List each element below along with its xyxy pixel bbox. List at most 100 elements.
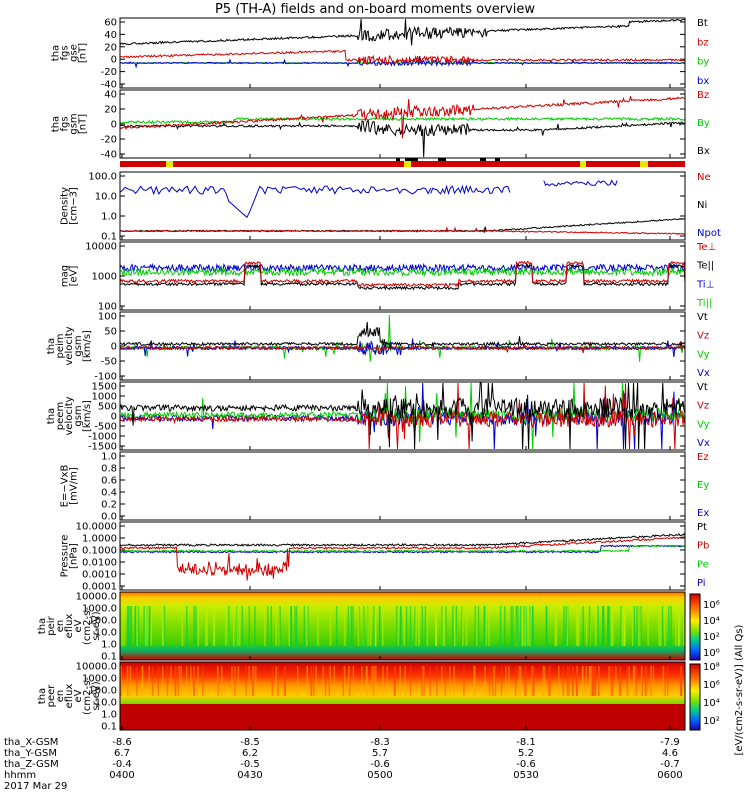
- ytick-label: -20: [101, 67, 117, 78]
- electron-spectrogram-streak: [361, 666, 363, 696]
- ion-spectrogram-streak: [524, 606, 527, 646]
- ion-spectrogram-streak: [566, 606, 569, 646]
- electron-spectrogram-streak: [618, 666, 621, 696]
- series-npot: [119, 185, 432, 219]
- ion-spectrogram-streak: [396, 606, 398, 646]
- ion-spectrogram-streak: [415, 606, 417, 646]
- ion-spectrogram-streak: [306, 606, 308, 646]
- ylabel-text: en: [55, 620, 66, 633]
- xtick-z-gsm: -0.7: [660, 759, 680, 770]
- ion-spectrogram-streak: [575, 606, 578, 646]
- legend-vt: Vt: [697, 312, 708, 323]
- xtick-y-gsm: 4.6: [662, 748, 678, 759]
- ion-spectrogram: [120, 592, 685, 660]
- electron-spectrogram-streak: [571, 666, 574, 696]
- electron-spectrogram-streak: [231, 666, 233, 696]
- ylabel-text: tha: [37, 618, 48, 634]
- ion-spectrogram-streak: [527, 606, 529, 646]
- legend-ex: Ex: [697, 508, 709, 519]
- electron-spectrogram-streak: [333, 666, 336, 696]
- panel-7: E=−VxB[mV/m] 1.00.80.60.40.20.0 Ez Ey Ex: [60, 452, 710, 523]
- ytick-label: 1.0000: [82, 534, 117, 545]
- legend-vy: Vy: [697, 419, 710, 430]
- ion-spectrogram-streak: [453, 606, 456, 646]
- ion-spectrogram-streak: [563, 606, 565, 646]
- ion-spectrogram-streak: [236, 606, 239, 646]
- ion-spectrogram-streak: [678, 606, 681, 646]
- series-pi: [119, 544, 686, 554]
- electron-spectrogram-streak: [251, 666, 254, 696]
- electron-spectrogram-streak: [612, 666, 614, 696]
- ylabel-text: velocity: [64, 396, 75, 435]
- xtick-y-gsm: 6.2: [242, 748, 258, 759]
- electron-spectrogram-streak: [404, 666, 406, 696]
- series-pb: [119, 536, 686, 581]
- x-axis-row-label: 2017 Mar 29: [4, 781, 67, 792]
- electron-spectrogram-streak: [394, 666, 397, 696]
- x-axis-row-label: tha_X-GSM: [4, 737, 58, 748]
- electron-spectrogram-streak: [662, 666, 664, 696]
- ylabel-text: tha: [51, 45, 62, 61]
- electron-spectrogram-streak: [581, 666, 584, 696]
- electron-spectrogram-streak: [352, 666, 355, 696]
- ion-spectrogram-streak: [288, 606, 290, 646]
- ylabel-text: (cm2-s-: [82, 677, 93, 715]
- electron-spectrogram-streak: [129, 666, 132, 696]
- electron-spectrogram-streak: [645, 666, 648, 696]
- series-te-par: [119, 263, 686, 291]
- ylabel-text: [mV/m]: [69, 467, 80, 505]
- ion-spectrogram-streak: [636, 606, 638, 646]
- ion-spectrogram-streak: [162, 606, 165, 646]
- electron-spectrogram-streak: [644, 666, 647, 696]
- ion-spectrogram-streak: [462, 606, 464, 646]
- electron-spectrogram-streak: [493, 666, 495, 696]
- ion-spectrogram-streak: [658, 606, 661, 646]
- ion-spectrogram-streak: [317, 606, 319, 646]
- ion-spectrogram-streak: [477, 606, 480, 646]
- mode-bar-marker: [480, 158, 486, 161]
- series-vz-e: [119, 382, 686, 450]
- electron-spectrogram-streak: [197, 666, 199, 696]
- ylabel-text: eflux: [64, 614, 75, 639]
- ion-spectrogram-streak: [352, 606, 354, 646]
- ytick-label: 100.0: [88, 686, 117, 697]
- ion-spectrogram-streak: [347, 606, 350, 646]
- electron-spectrogram-streak: [585, 666, 587, 696]
- ion-spectrogram-streak: [238, 606, 241, 646]
- electron-spectrogram-streak: [519, 666, 522, 696]
- ytick-label: -100: [94, 372, 117, 383]
- ytick-label: 10000.0: [76, 662, 117, 673]
- electron-spectrogram-streak: [508, 666, 510, 696]
- electron-spectrogram-streak: [277, 666, 279, 696]
- ion-spectrogram-streak: [633, 606, 636, 646]
- series-pe: [119, 544, 686, 553]
- xtick-x-gsm: -8.1: [516, 737, 536, 748]
- ion-spectrogram-streak: [181, 606, 184, 646]
- electron-spectrogram-streak: [575, 666, 578, 696]
- mode-bar-segment: [580, 161, 586, 167]
- electron-spectrogram-streak: [371, 666, 373, 696]
- series-bx: [120, 55, 686, 69]
- panel-5-frame: [119, 311, 686, 381]
- electron-spectrogram-streak: [620, 666, 622, 696]
- electron-spectrogram-streak: [347, 666, 350, 696]
- ion-spectrogram-streak: [664, 606, 666, 646]
- ion-spectrogram-streak: [163, 606, 166, 646]
- ylabel-text: eflux: [64, 684, 75, 709]
- ytick-label: 0.0: [101, 512, 117, 523]
- panel-8-frame: [119, 521, 686, 591]
- panel-8: Pressure[nPa]10.00001.00000.10000.01000.…: [60, 522, 710, 593]
- series-bz-gsm: [119, 96, 686, 139]
- series-ne: [119, 226, 686, 235]
- ylabel-text: [nT]: [78, 43, 89, 63]
- series-vt-i: [119, 321, 686, 351]
- ion-spectrogram-streak: [435, 606, 437, 646]
- colorbar-tick: 10²: [703, 632, 720, 643]
- ytick-label: 10.0: [95, 698, 117, 709]
- ion-spectrogram-streak: [637, 606, 640, 646]
- ion-spectrogram-streak: [585, 606, 588, 646]
- ytick-label: 0: [111, 342, 117, 353]
- mode-bar-marker: [495, 158, 500, 161]
- electron-spectrogram-streak: [328, 666, 330, 696]
